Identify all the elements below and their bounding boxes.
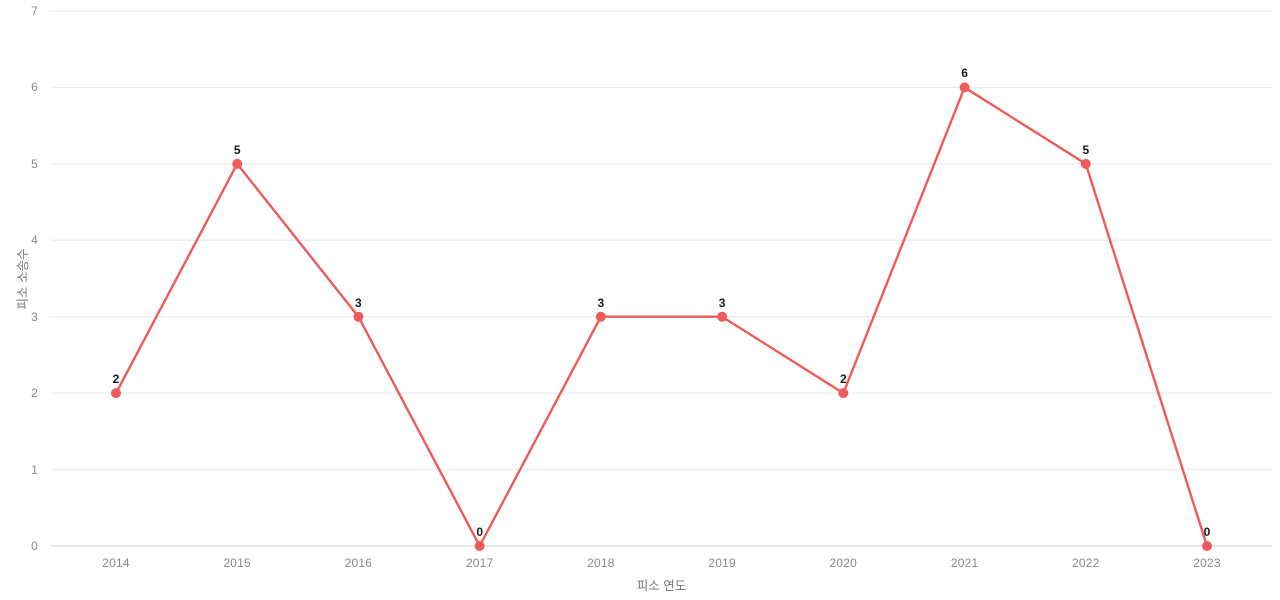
x-axis-tick-label: 2014 (102, 556, 130, 570)
y-axis-title: 피소 소송수 (16, 248, 30, 309)
y-axis-tick-label: 5 (31, 156, 38, 171)
y-axis-tick-label: 6 (31, 80, 38, 95)
data-point-marker[interactable] (1202, 541, 1212, 551)
y-axis-tick-label: 1 (31, 462, 38, 477)
y-axis-tick-label: 3 (31, 309, 38, 324)
y-axis-tick-label: 7 (31, 4, 38, 18)
data-point-marker[interactable] (595, 311, 606, 322)
x-axis-title: 피소 연도 (636, 579, 687, 593)
data-point-label: 0 (476, 525, 484, 539)
data-point-marker[interactable] (474, 541, 485, 551)
data-point-marker[interactable] (353, 311, 364, 322)
data-point-label: 3 (597, 295, 605, 310)
series-line-path (114, 86, 1209, 548)
y-axis-tick-label: 0 (31, 539, 38, 553)
data-point-label: 6 (961, 66, 968, 81)
data-point-label: 2 (839, 372, 847, 387)
x-axis-tick-label: 2015 (223, 556, 251, 570)
x-axis-tick-label: 2020 (829, 556, 858, 570)
x-axis-tick-label: 2021 (950, 556, 979, 570)
y-axis-tick-label: 4 (31, 233, 38, 248)
x-axis-tick-label: 2023 (1193, 556, 1221, 570)
x-axis-tick-label: 2016 (344, 556, 373, 570)
data-point-markers (111, 82, 1212, 551)
data-point-label: 0 (1203, 525, 1211, 539)
data-point-label: 2 (112, 372, 120, 387)
data-point-marker[interactable] (717, 311, 728, 322)
x-axis-tick-label: 2019 (708, 556, 736, 570)
data-point-label: 3 (718, 295, 726, 310)
data-point-marker[interactable] (232, 158, 243, 169)
data-point-marker[interactable] (1080, 158, 1091, 169)
gridlines (50, 10, 1272, 547)
x-axis-tick-label: 2017 (465, 556, 494, 570)
data-point-marker[interactable] (111, 388, 121, 399)
x-axis-tick-label: 2022 (1072, 556, 1100, 570)
x-axis-tick-label: 2018 (587, 556, 615, 570)
data-point-label: 5 (233, 142, 241, 157)
y-axis-tick-label: 2 (31, 386, 38, 401)
data-point-label: 5 (1082, 142, 1090, 157)
data-point-marker[interactable] (959, 82, 970, 93)
data-point-marker[interactable] (838, 388, 849, 399)
data-point-label: 3 (355, 295, 362, 310)
